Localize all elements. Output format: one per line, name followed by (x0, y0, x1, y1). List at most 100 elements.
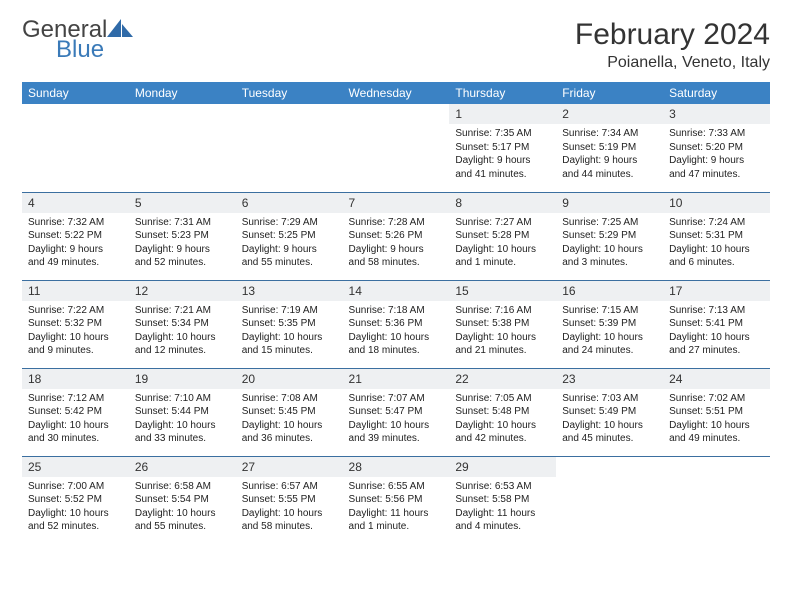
daylight-text: Daylight: 9 hours (562, 154, 657, 168)
sail-icon (107, 18, 133, 42)
sunset-text: Sunset: 5:39 PM (562, 317, 657, 331)
daylight-text: Daylight: 10 hours (242, 507, 337, 521)
calendar-day-cell: 18Sunrise: 7:12 AMSunset: 5:42 PMDayligh… (22, 368, 129, 456)
calendar-day-cell: 8Sunrise: 7:27 AMSunset: 5:28 PMDaylight… (449, 192, 556, 280)
daylight-text: Daylight: 10 hours (242, 419, 337, 433)
daylight-text-2: and 58 minutes. (349, 256, 444, 270)
daylight-text: Daylight: 10 hours (455, 243, 550, 257)
sunset-text: Sunset: 5:34 PM (135, 317, 230, 331)
day-number: 3 (663, 104, 770, 124)
daylight-text: Daylight: 10 hours (455, 331, 550, 345)
daylight-text: Daylight: 10 hours (242, 331, 337, 345)
header: General Blue February 2024 Poianella, Ve… (22, 18, 770, 72)
calendar-day-cell (556, 456, 663, 544)
sunset-text: Sunset: 5:56 PM (349, 493, 444, 507)
daylight-text: Daylight: 9 hours (242, 243, 337, 257)
sunrise-text: Sunrise: 7:15 AM (562, 304, 657, 318)
day-number (22, 104, 129, 122)
day-number: 21 (343, 369, 450, 389)
sunset-text: Sunset: 5:42 PM (28, 405, 123, 419)
daylight-text: Daylight: 10 hours (562, 243, 657, 257)
calendar-day-cell: 16Sunrise: 7:15 AMSunset: 5:39 PMDayligh… (556, 280, 663, 368)
day-number: 17 (663, 281, 770, 301)
sunset-text: Sunset: 5:45 PM (242, 405, 337, 419)
sunrise-text: Sunrise: 7:10 AM (135, 392, 230, 406)
calendar-day-cell: 20Sunrise: 7:08 AMSunset: 5:45 PMDayligh… (236, 368, 343, 456)
sunset-text: Sunset: 5:17 PM (455, 141, 550, 155)
daylight-text-2: and 39 minutes. (349, 432, 444, 446)
day-details: Sunrise: 7:15 AMSunset: 5:39 PMDaylight:… (556, 301, 663, 364)
day-details (129, 122, 236, 131)
daylight-text-2: and 9 minutes. (28, 344, 123, 358)
calendar-day-cell: 1Sunrise: 7:35 AMSunset: 5:17 PMDaylight… (449, 104, 556, 192)
day-number: 9 (556, 193, 663, 213)
day-details: Sunrise: 7:02 AMSunset: 5:51 PMDaylight:… (663, 389, 770, 452)
brand-name-2: Blue (56, 36, 104, 63)
calendar-day-cell: 3Sunrise: 7:33 AMSunset: 5:20 PMDaylight… (663, 104, 770, 192)
daylight-text: Daylight: 10 hours (562, 331, 657, 345)
day-number: 1 (449, 104, 556, 124)
day-details: Sunrise: 7:19 AMSunset: 5:35 PMDaylight:… (236, 301, 343, 364)
sunset-text: Sunset: 5:36 PM (349, 317, 444, 331)
day-details: Sunrise: 7:00 AMSunset: 5:52 PMDaylight:… (22, 477, 129, 540)
daylight-text-2: and 47 minutes. (669, 168, 764, 182)
sunset-text: Sunset: 5:47 PM (349, 405, 444, 419)
daylight-text-2: and 27 minutes. (669, 344, 764, 358)
day-header: Thursday (449, 82, 556, 104)
sunset-text: Sunset: 5:28 PM (455, 229, 550, 243)
daylight-text-2: and 24 minutes. (562, 344, 657, 358)
calendar-week-row: 1Sunrise: 7:35 AMSunset: 5:17 PMDaylight… (22, 104, 770, 192)
day-details: Sunrise: 7:35 AMSunset: 5:17 PMDaylight:… (449, 124, 556, 187)
daylight-text: Daylight: 10 hours (28, 507, 123, 521)
daylight-text: Daylight: 9 hours (455, 154, 550, 168)
daylight-text-2: and 55 minutes. (242, 256, 337, 270)
day-number (236, 104, 343, 122)
sunrise-text: Sunrise: 7:19 AM (242, 304, 337, 318)
calendar-day-cell: 22Sunrise: 7:05 AMSunset: 5:48 PMDayligh… (449, 368, 556, 456)
sunrise-text: Sunrise: 7:35 AM (455, 127, 550, 141)
calendar-day-cell: 21Sunrise: 7:07 AMSunset: 5:47 PMDayligh… (343, 368, 450, 456)
sunrise-text: Sunrise: 7:16 AM (455, 304, 550, 318)
sunrise-text: Sunrise: 7:32 AM (28, 216, 123, 230)
day-details: Sunrise: 7:21 AMSunset: 5:34 PMDaylight:… (129, 301, 236, 364)
day-details: Sunrise: 6:57 AMSunset: 5:55 PMDaylight:… (236, 477, 343, 540)
calendar-week-row: 11Sunrise: 7:22 AMSunset: 5:32 PMDayligh… (22, 280, 770, 368)
calendar-day-cell (129, 104, 236, 192)
daylight-text-2: and 36 minutes. (242, 432, 337, 446)
day-number: 19 (129, 369, 236, 389)
calendar-day-cell: 7Sunrise: 7:28 AMSunset: 5:26 PMDaylight… (343, 192, 450, 280)
daylight-text: Daylight: 10 hours (349, 331, 444, 345)
calendar-day-cell (22, 104, 129, 192)
daylight-text: Daylight: 10 hours (135, 331, 230, 345)
sunrise-text: Sunrise: 7:31 AM (135, 216, 230, 230)
sunrise-text: Sunrise: 7:18 AM (349, 304, 444, 318)
day-header-row: SundayMondayTuesdayWednesdayThursdayFrid… (22, 82, 770, 104)
sunset-text: Sunset: 5:20 PM (669, 141, 764, 155)
day-number: 4 (22, 193, 129, 213)
daylight-text: Daylight: 10 hours (562, 419, 657, 433)
day-number: 22 (449, 369, 556, 389)
day-number: 25 (22, 457, 129, 477)
daylight-text-2: and 42 minutes. (455, 432, 550, 446)
calendar-day-cell: 9Sunrise: 7:25 AMSunset: 5:29 PMDaylight… (556, 192, 663, 280)
daylight-text-2: and 12 minutes. (135, 344, 230, 358)
daylight-text-2: and 58 minutes. (242, 520, 337, 534)
day-header: Wednesday (343, 82, 450, 104)
daylight-text: Daylight: 10 hours (135, 419, 230, 433)
day-number: 15 (449, 281, 556, 301)
day-details: Sunrise: 7:08 AMSunset: 5:45 PMDaylight:… (236, 389, 343, 452)
sunrise-text: Sunrise: 7:27 AM (455, 216, 550, 230)
day-number: 26 (129, 457, 236, 477)
calendar-day-cell: 15Sunrise: 7:16 AMSunset: 5:38 PMDayligh… (449, 280, 556, 368)
calendar-day-cell: 14Sunrise: 7:18 AMSunset: 5:36 PMDayligh… (343, 280, 450, 368)
day-details: Sunrise: 7:24 AMSunset: 5:31 PMDaylight:… (663, 213, 770, 276)
sunrise-text: Sunrise: 7:08 AM (242, 392, 337, 406)
day-number (129, 104, 236, 122)
day-number: 20 (236, 369, 343, 389)
day-number (343, 104, 450, 122)
title-block: February 2024 Poianella, Veneto, Italy (575, 18, 770, 72)
day-header: Friday (556, 82, 663, 104)
day-details: Sunrise: 6:55 AMSunset: 5:56 PMDaylight:… (343, 477, 450, 540)
day-number: 7 (343, 193, 450, 213)
sunrise-text: Sunrise: 7:25 AM (562, 216, 657, 230)
